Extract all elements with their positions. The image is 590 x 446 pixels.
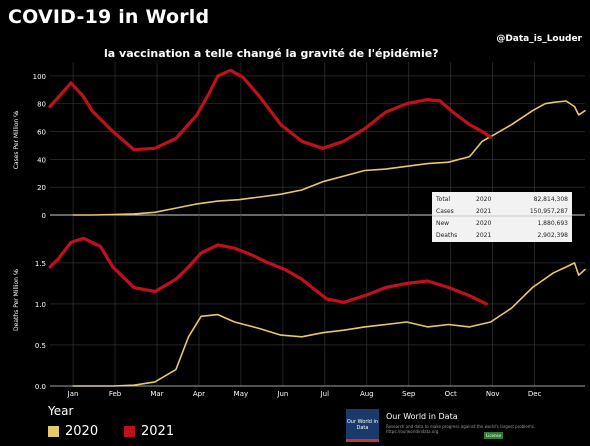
- series-line-2020-panel1: [72, 100, 586, 216]
- series-line-2021-panel2: [48, 236, 488, 306]
- x-tick-label: Dec: [528, 390, 542, 398]
- y-tick-label: 40: [37, 156, 46, 164]
- legend-swatch-2020: [48, 425, 59, 437]
- x-tick-label: Sep: [402, 390, 416, 398]
- x-tick-label: Feb: [109, 390, 122, 398]
- y-tick-label: 0.5: [35, 342, 46, 350]
- chart-subtitle: la vaccination a telle changé la gravité…: [104, 47, 439, 60]
- stats-box-cell: 2021: [476, 208, 491, 215]
- x-tick-label: Mar: [150, 390, 163, 398]
- y-tick-label: 20: [37, 184, 46, 192]
- stats-box: Total 2020 82,814,308 Cases 2021 150,957,287 N…: [432, 192, 572, 242]
- x-tick-label: Jun: [276, 390, 288, 398]
- stats-box-cell: Cases: [436, 208, 454, 215]
- y-tick-label: 0.0: [35, 383, 46, 391]
- y-tick-label: 100: [33, 73, 46, 81]
- axes: 0 20 40 60 80 100 Cases Per Million ℅ 0.0 0.5 1.0…: [13, 73, 585, 398]
- y-tick-label: 1.0: [35, 301, 46, 309]
- y-axis-title: Deaths Per Million ℅: [13, 269, 20, 331]
- stats-box-cell: 150,957,287: [530, 208, 568, 215]
- legend-item-2021: 2021: [124, 423, 174, 439]
- legend-label-2021: 2021: [141, 423, 175, 439]
- y-tick-label: 0: [42, 212, 46, 220]
- stats-box-cell: 2021: [476, 232, 491, 239]
- stats-box-cell: New: [436, 220, 449, 227]
- x-tick-label: Jul: [320, 390, 330, 398]
- series-lines: [48, 68, 586, 387]
- x-tick-label: Jan: [67, 390, 79, 398]
- y-tick-label: 80: [37, 101, 46, 109]
- stats-box-cell: Total: [435, 196, 450, 203]
- y-axis-title: Cases Per Million ℅: [13, 111, 20, 170]
- y-tick-label: 1.5: [35, 260, 46, 268]
- legend-item-2020: 2020: [48, 423, 98, 439]
- x-tick-label: Aug: [360, 390, 374, 398]
- x-tick-label: Oct: [445, 390, 457, 398]
- license-badge: License: [484, 432, 504, 439]
- owid-logo: Our World in Data: [346, 409, 379, 442]
- chart-title: COVID-19 in World: [8, 6, 210, 28]
- legend-swatch-2021: [124, 425, 135, 437]
- owid-name: Our World in Data: [386, 412, 458, 421]
- stats-box-cell: 2020: [476, 220, 491, 227]
- credit-handle: @Data_is_Louder: [496, 34, 582, 44]
- series-line-2020-panel2: [72, 262, 586, 387]
- owid-description-line: https://ourworldindata.org: [386, 429, 439, 434]
- stats-box-bg: [432, 192, 572, 242]
- stats-box-cell: 2,902,398: [537, 232, 568, 239]
- x-tick-label: Nov: [486, 390, 500, 398]
- legend-label-2020: 2020: [65, 423, 99, 439]
- y-tick-label: 60: [37, 129, 46, 137]
- stats-box-cell: Deaths: [436, 232, 457, 239]
- legend-title: Year: [48, 404, 74, 418]
- owid-description: Research and data to make progress again…: [386, 424, 556, 434]
- x-tick-label: May: [234, 390, 248, 398]
- series-line-2021-panel1: [48, 68, 493, 152]
- stats-box-cell: 1,880,693: [537, 220, 568, 227]
- stats-box-cell: 82,814,308: [534, 196, 569, 203]
- stats-box-cell: 2020: [476, 196, 491, 203]
- x-tick-label: Apr: [193, 390, 205, 398]
- owid-description-line: Research and data to make progress again…: [386, 424, 536, 429]
